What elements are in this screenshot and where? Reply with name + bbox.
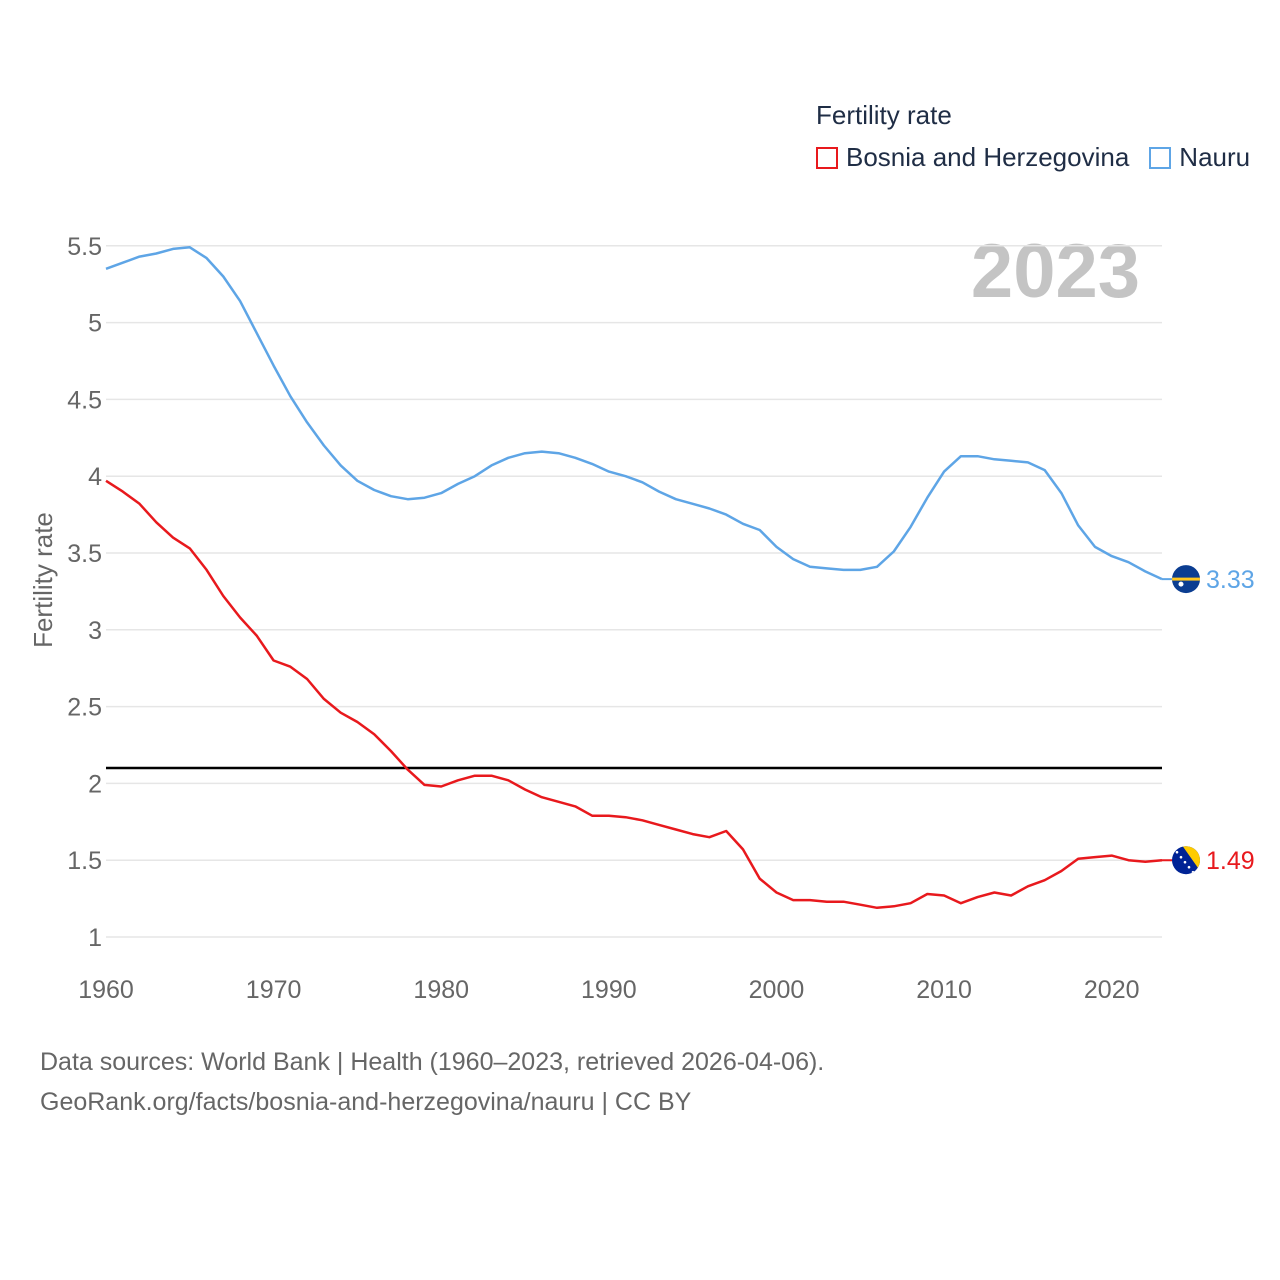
x-tick-label: 1980: [413, 976, 469, 1004]
x-tick-label: 2010: [916, 976, 972, 1004]
y-tick-label: 3: [88, 617, 102, 645]
y-tick-label: 3.5: [67, 540, 102, 568]
sources-line-1: Data sources: World Bank | Health (1960–…: [40, 1048, 825, 1076]
y-tick-label: 2: [88, 770, 102, 798]
y-tick-label: 2.5: [67, 694, 102, 722]
bosnia-end-label: 1.49: [1206, 847, 1255, 875]
x-tick-label: 2020: [1084, 976, 1140, 1004]
legend-label-bosnia: Bosnia and Herzegovina: [846, 142, 1130, 172]
series-line-nauru[interactable]: [105, 246, 1163, 581]
y-tick-label: 1.5: [67, 847, 102, 875]
y-tick-label: 5.5: [67, 233, 102, 261]
legend-item-nauru[interactable]: Nauru: [1149, 142, 1250, 173]
legend: Bosnia and Herzegovina Nauru: [816, 142, 1270, 173]
year-label: 2023: [970, 229, 1140, 314]
legend-item-bosnia[interactable]: Bosnia and Herzegovina: [816, 142, 1129, 173]
x-tick-label: 1960: [78, 976, 134, 1004]
legend-title: Fertility rate: [816, 100, 952, 130]
end-markers: [1172, 565, 1200, 875]
nauru-flag-icon: [1172, 565, 1200, 594]
y-axis-label: Fertility rate: [28, 512, 58, 648]
legend-label-nauru: Nauru: [1179, 142, 1251, 172]
grid: [106, 245, 1162, 938]
y-tick-label: 1: [88, 924, 102, 952]
x-tick-label: 1990: [581, 976, 637, 1004]
series-lines: [105, 246, 1186, 910]
x-axis-ticks: 1960 1970 1980 1990 2000 2010 2020: [78, 976, 1139, 1004]
y-axis-ticks: 1 1.5 2 2.5 3 3.5 4 4.5 5 5.5: [67, 233, 102, 952]
legend-swatch-bosnia: [816, 146, 838, 169]
y-tick-label: 4.5: [67, 386, 102, 414]
x-tick-label: 1970: [246, 976, 302, 1004]
y-tick-label: 4: [88, 463, 102, 491]
legend-swatch-nauru: [1149, 146, 1172, 169]
bosnia-flag-icon: [1172, 846, 1200, 875]
nauru-end-label: 3.33: [1206, 566, 1255, 594]
data-sources: Data sources: World Bank | Health (1960–…: [40, 1042, 824, 1122]
x-tick-label: 2000: [749, 976, 805, 1004]
y-tick-label: 5: [88, 310, 102, 338]
sources-link[interactable]: GeoRank.org/facts/bosnia-and-herzegovina…: [40, 1088, 692, 1116]
series-line-bosnia-and-herzegovina[interactable]: [105, 479, 1163, 910]
